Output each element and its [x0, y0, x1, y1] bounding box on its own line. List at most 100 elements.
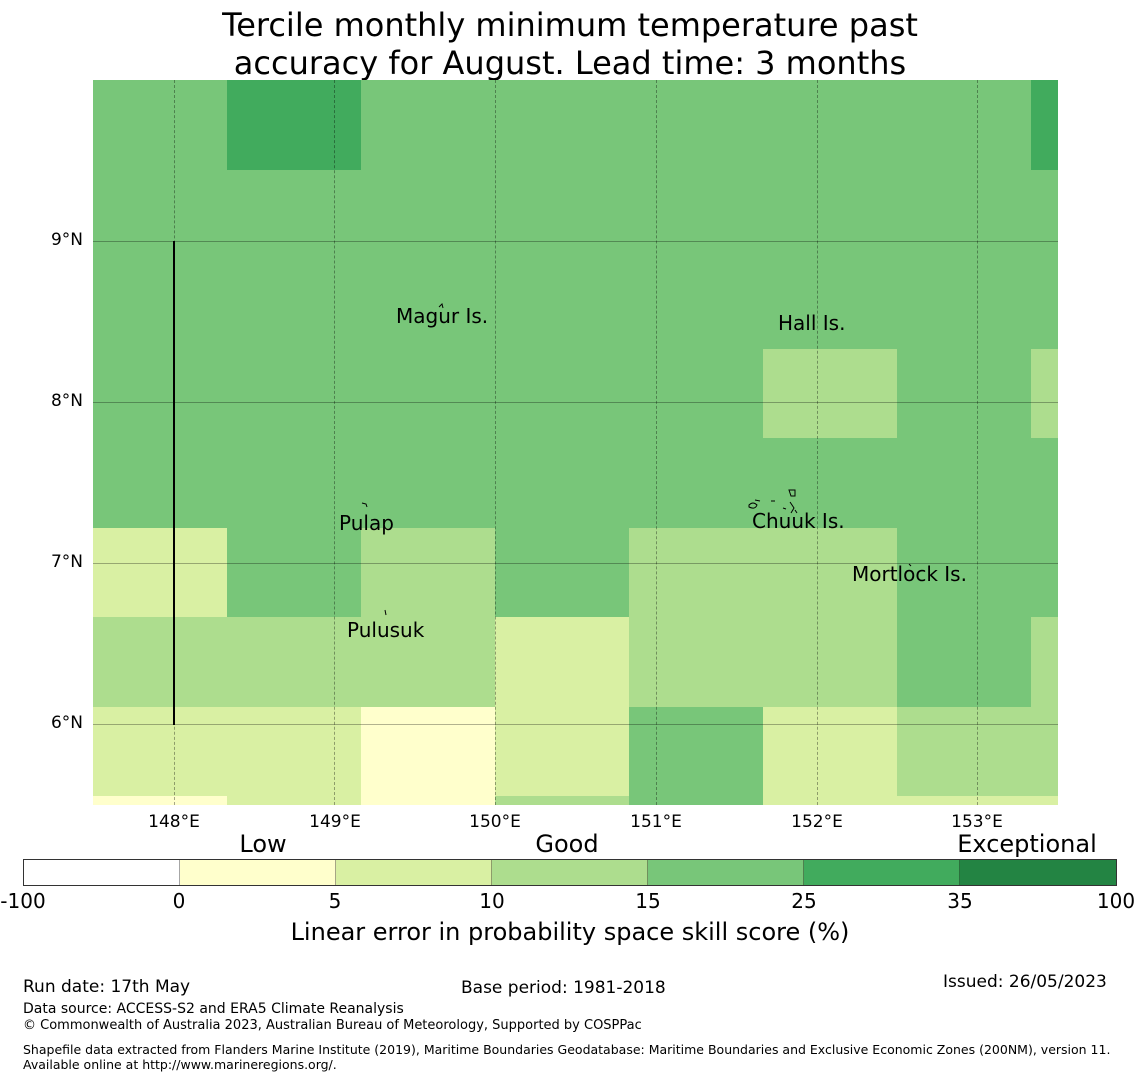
skill-grid-cell — [1031, 349, 1058, 438]
skill-grid-cell — [93, 349, 227, 438]
skill-grid-cell — [495, 707, 629, 796]
data-source: Data source: ACCESS-S2 and ERA5 Climate … — [23, 1001, 404, 1017]
base-period: Base period: 1981-2018 — [461, 978, 666, 998]
legend-tick: 100 — [1096, 889, 1136, 913]
skill-grid-cell — [495, 438, 629, 528]
skill-grid-cell — [1031, 259, 1058, 349]
y-tick-8n: 8°N — [50, 391, 83, 411]
legend-tick: 25 — [791, 889, 817, 913]
skill-grid-cell — [227, 349, 361, 438]
y-tick-7n: 7°N — [50, 552, 83, 572]
skill-grid-cell — [361, 796, 495, 805]
skill-grid-cell — [1031, 80, 1058, 170]
skill-grid-cell — [495, 617, 629, 707]
skill-grid-cell — [763, 796, 897, 805]
skill-grid-cell — [763, 617, 897, 707]
skill-grid-cell — [1031, 438, 1058, 528]
parallel-8n — [93, 402, 1058, 403]
skill-grid-cell — [361, 349, 495, 438]
skill-grid-cell — [1031, 617, 1058, 707]
parallel-9n — [93, 241, 1058, 242]
title-line-1: Tercile monthly minimum temperature past — [222, 6, 918, 44]
legend-tick: 15 — [635, 889, 661, 913]
island-label-hall: Hall Is. — [778, 311, 846, 335]
legend-tick: 0 — [172, 889, 186, 913]
skill-grid-cell — [227, 528, 361, 617]
legend-label: Linear error in probability space skill … — [290, 918, 850, 946]
run-date: Run date: 17th May — [23, 977, 191, 997]
legend-color-segment — [180, 860, 336, 885]
skill-grid-cell — [763, 438, 897, 528]
skill-grid-cell — [629, 617, 763, 707]
skill-grid-cell — [897, 707, 1031, 796]
skill-grid-cell — [763, 528, 897, 617]
skill-grid-cell — [629, 349, 763, 438]
skill-grid-cell — [93, 707, 227, 796]
skill-grid-cell — [93, 170, 227, 259]
skill-grid-cell — [495, 796, 629, 805]
issued-date: Issued: 26/05/2023 — [943, 972, 1107, 992]
skill-grid-cell — [361, 170, 495, 259]
skill-grid-cell — [763, 259, 897, 349]
legend-tick: 10 — [479, 889, 505, 913]
skill-grid-cell — [897, 80, 1031, 170]
skill-grid-cell — [763, 170, 897, 259]
skill-grid-cell — [227, 259, 361, 349]
skill-grid-cell — [227, 170, 361, 259]
legend-color-segment — [960, 860, 1116, 885]
x-tick-151e: 151°E — [630, 812, 682, 832]
legend-color-segment — [336, 860, 492, 885]
island-label-chuuk: Chuuk Is. — [752, 509, 845, 533]
skill-grid-cell — [1031, 170, 1058, 259]
meridian-153 — [977, 80, 978, 805]
skill-grid-cell — [93, 259, 227, 349]
legend-tick: 5 — [328, 889, 342, 913]
skill-grid-cell — [361, 438, 495, 528]
skill-grid-cell — [227, 796, 361, 805]
skill-grid-cell — [629, 80, 763, 170]
skill-grid-cell — [897, 349, 1031, 438]
legend-category-good: Good — [535, 830, 599, 858]
skill-grid-cell — [93, 438, 227, 528]
skill-grid-cell — [227, 438, 361, 528]
skill-grid-cell — [361, 80, 495, 170]
skill-grid-cell — [361, 259, 495, 349]
legend-color-segment — [492, 860, 648, 885]
legend-color-segment — [648, 860, 804, 885]
island-outlines — [361, 303, 912, 616]
legend-color-segment — [24, 860, 180, 885]
skill-map: Magur Is. Hall Is. Pulap Chuuk Is. Mortl… — [93, 80, 1058, 805]
legend-tick: 35 — [947, 889, 973, 913]
skill-grid-cell — [1031, 528, 1058, 617]
skill-grid-cell — [361, 617, 495, 707]
skill-grid-cell — [763, 349, 897, 438]
shapefile-credit: Shapefile data extracted from Flanders M… — [23, 1042, 1111, 1072]
legend-colorbar — [23, 859, 1117, 886]
skill-grid-cell — [897, 617, 1031, 707]
x-tick-149e: 149°E — [309, 812, 361, 832]
map-title: Tercile monthly minimum temperature past… — [0, 6, 1140, 82]
skill-grid-cell — [629, 796, 763, 805]
island-label-pulusuk: Pulusuk — [347, 618, 425, 642]
y-tick-6n: 6°N — [50, 713, 83, 733]
skill-grid-cell — [629, 438, 763, 528]
skill-grid-cell — [495, 259, 629, 349]
boundary-line — [173, 241, 175, 725]
skill-grid-cell — [93, 617, 227, 707]
meridian-152 — [817, 80, 818, 805]
skill-grid-cell — [629, 259, 763, 349]
skill-grid-cell — [897, 259, 1031, 349]
skill-grid-cell — [629, 707, 763, 796]
island-label-pulap: Pulap — [339, 511, 394, 535]
skill-grid-cell — [93, 528, 227, 617]
skill-grid-cell — [897, 528, 1031, 617]
parallel-7n — [93, 563, 1058, 564]
meridian-150 — [495, 80, 496, 805]
legend-color-segment — [804, 860, 960, 885]
skill-grid-cell — [227, 617, 361, 707]
skill-grid-cell — [93, 80, 227, 170]
skill-grid-cell — [1031, 796, 1058, 805]
skill-grid-cell — [495, 349, 629, 438]
skill-grid-cell — [897, 796, 1031, 805]
skill-grid-cell — [227, 80, 361, 170]
